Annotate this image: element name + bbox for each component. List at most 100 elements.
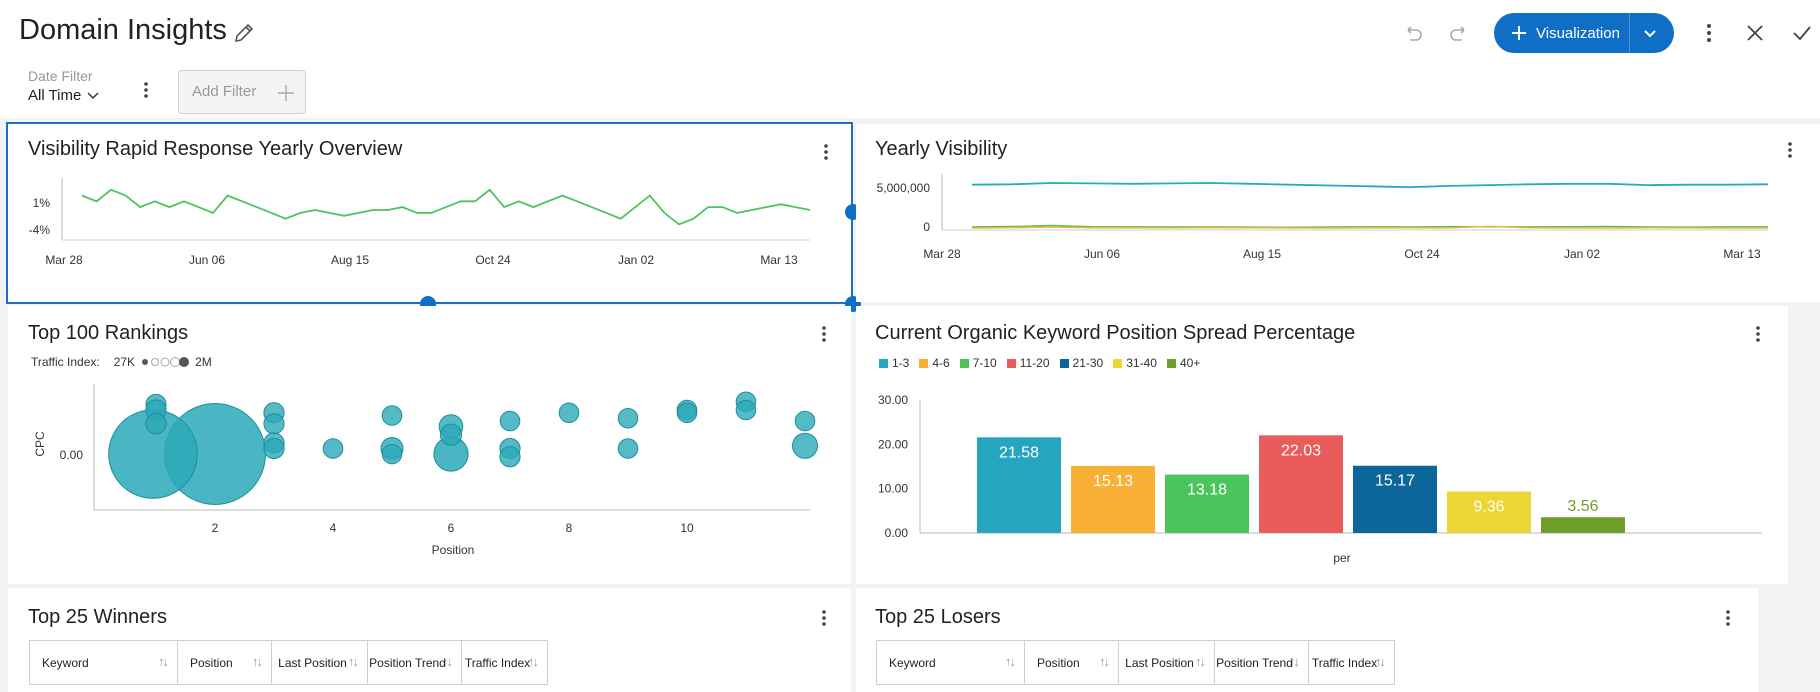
losers-table: Keyword ↑↓ Position ↑↓ Last Position ↑↓ Pos…	[876, 640, 1395, 685]
column-header-last-position[interactable]: Last Position ↑↓	[271, 640, 368, 685]
edit-pencil-icon[interactable]	[232, 21, 256, 45]
add-filter-button[interactable]: Add Filter	[178, 70, 306, 114]
legend-item[interactable]: 31-40	[1113, 356, 1157, 370]
y-tick-label: -4%	[29, 223, 51, 237]
confirm-check-icon[interactable]	[1787, 18, 1817, 48]
yearly-visibility-card[interactable]: Yearly Visibility 5,000,000 0 Mar 28 Jun 06…	[856, 124, 1820, 302]
bubble-point	[617, 438, 639, 459]
card-title: Yearly Visibility	[875, 138, 1008, 160]
column-header-position-trend[interactable]: Position Trend ↑↓	[1214, 640, 1309, 685]
x-tick-label: Mar 28	[45, 253, 83, 267]
card-options-icon[interactable]	[1722, 608, 1734, 628]
redo-icon[interactable]	[1444, 18, 1474, 48]
y-axis-label: CPC	[33, 431, 47, 457]
sort-icon[interactable]: ↑↓	[528, 654, 539, 669]
card-options-icon[interactable]	[1784, 140, 1796, 160]
card-options-icon[interactable]	[818, 324, 830, 344]
top-100-rankings-card[interactable]: Top 100 Rankings Traffic Index: 27K 2M 0…	[8, 306, 851, 584]
add-filter-label: Add Filter	[192, 83, 257, 100]
column-header-position[interactable]: Position ↑↓	[177, 640, 272, 685]
y-tick-label: 5,000,000	[877, 181, 931, 195]
sort-icon[interactable]: ↑↓	[1375, 654, 1386, 669]
column-header-keyword[interactable]: Keyword ↑↓	[876, 640, 1025, 685]
card-options-icon[interactable]	[818, 608, 830, 628]
legend-item[interactable]: 11-20	[1006, 356, 1050, 370]
date-filter-value: All Time	[28, 87, 82, 104]
x-tick-label: Jan 02	[618, 253, 654, 267]
chevron-down-icon[interactable]	[1642, 25, 1658, 41]
undo-icon[interactable]	[1398, 18, 1428, 48]
bar-value-label: 15.17	[1375, 473, 1415, 490]
bubble-point	[735, 399, 757, 421]
bubble-point	[381, 443, 403, 465]
legend-label: 4-6	[932, 356, 950, 370]
legend-item[interactable]: 7-10	[959, 356, 997, 370]
bar	[1165, 474, 1249, 533]
keyword-position-spread-card[interactable]: Current Organic Keyword Position Spread …	[856, 306, 1788, 584]
bar-value-label: 3.56	[1567, 498, 1598, 515]
top-25-losers-card[interactable]: Top 25 Losers Keyword ↑↓ Position ↑↓ Last …	[856, 588, 1758, 692]
sort-icon[interactable]: ↑↓	[252, 654, 263, 669]
legend-label: 1-3	[892, 356, 910, 370]
legend-item[interactable]: 40+	[1166, 356, 1200, 370]
more-options-icon[interactable]	[1694, 18, 1724, 48]
x-tick-label: Mar 13	[760, 253, 798, 267]
sort-icon[interactable]: ↑↓	[1099, 654, 1110, 669]
x-tick-label: Mar 28	[923, 247, 961, 261]
column-header-position-trend[interactable]: Position Trend ↑↓	[367, 640, 462, 685]
bar-value-label: 15.13	[1093, 473, 1133, 490]
visualization-label: Visualization	[1536, 24, 1620, 42]
x-tick-label: 6	[448, 521, 455, 535]
position-spread-bar-chart: 30.00 20.00 10.00 0.00 21.58 15.13 13.18 22.03 1…	[878, 393, 1762, 565]
plus-icon	[278, 85, 294, 101]
legend-item[interactable]: 4-6	[919, 356, 950, 370]
legend-item[interactable]: 1-3	[879, 356, 909, 370]
sort-icon[interactable]: ↑↓	[442, 654, 453, 669]
card-options-icon[interactable]	[820, 142, 832, 162]
series-line	[971, 182, 1769, 189]
column-header-traffic-index[interactable]: Traffic Index ↑↓	[1308, 640, 1395, 685]
sort-icon[interactable]: ↑↓	[1005, 654, 1016, 669]
top-100-bubble-chart: 0.00 CPC Position 2 4 6 8 10	[33, 384, 818, 557]
bubble-point	[381, 405, 403, 426]
column-header-position[interactable]: Position ↑↓	[1024, 640, 1119, 685]
button-divider	[1629, 13, 1630, 53]
top-25-winners-card[interactable]: Top 25 Winners Keyword ↑↓ Position ↑↓ Last…	[8, 588, 851, 692]
date-filter-label: Date Filter	[28, 68, 93, 84]
dashboard-header: Domain Insights Visualization Date Filte…	[0, 0, 1820, 118]
filter-options-icon[interactable]	[138, 80, 154, 100]
bar-value-label: 22.03	[1281, 442, 1321, 459]
legend-label: 21-30	[1072, 356, 1104, 370]
legend-label: 31-40	[1126, 356, 1157, 370]
date-filter-dropdown[interactable]: All Time	[28, 87, 99, 104]
bubble-point	[794, 410, 816, 432]
table-header-row: Keyword ↑↓ Position ↑↓ Last Position ↑↓ Pos…	[29, 640, 548, 685]
sort-icon[interactable]: ↑↓	[1195, 654, 1206, 669]
x-tick-label: Jan 02	[1564, 247, 1600, 261]
bubble-point	[263, 437, 285, 460]
column-header-traffic-index[interactable]: Traffic Index ↑↓	[461, 640, 548, 685]
legend-label: 7-10	[972, 356, 997, 370]
sort-icon[interactable]: ↑↓	[158, 654, 169, 669]
legend-label: 11-20	[1019, 356, 1050, 370]
x-tick-label: 8	[566, 521, 573, 535]
add-visualization-button[interactable]: Visualization	[1494, 13, 1674, 53]
card-options-icon[interactable]	[1752, 324, 1764, 344]
bubble-point	[499, 446, 521, 468]
chevron-down-icon	[87, 91, 99, 99]
bubble-point	[439, 423, 463, 446]
legend-item[interactable]: 21-30	[1059, 356, 1104, 370]
series-line	[971, 225, 1769, 229]
column-header-keyword[interactable]: Keyword ↑↓	[29, 640, 178, 685]
visibility-rapid-response-card[interactable]: Visibility Rapid Response Yearly Overvie…	[6, 122, 853, 304]
page-title: Domain Insights	[19, 14, 227, 46]
bubble-point	[499, 410, 521, 432]
card-title: Current Organic Keyword Position Spread …	[875, 322, 1356, 344]
close-icon[interactable]	[1740, 18, 1770, 48]
bar-value-label: 21.58	[999, 444, 1039, 461]
column-header-last-position[interactable]: Last Position ↑↓	[1118, 640, 1215, 685]
spread-legend: 1-3 4-6 7-10 11-20 21-30 31-40 40+	[879, 356, 1200, 370]
sort-icon[interactable]: ↑↓	[1289, 654, 1300, 669]
sort-icon[interactable]: ↑↓	[348, 654, 359, 669]
y-tick-label: 10.00	[878, 482, 908, 496]
